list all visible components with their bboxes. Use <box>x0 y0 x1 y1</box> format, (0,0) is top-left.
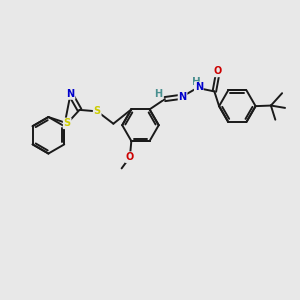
Text: S: S <box>64 118 71 128</box>
Text: S: S <box>94 106 101 116</box>
Text: N: N <box>67 89 75 99</box>
Text: N: N <box>195 82 203 92</box>
Text: N: N <box>178 92 187 102</box>
Text: H: H <box>192 77 201 87</box>
Text: H: H <box>154 89 163 99</box>
Text: O: O <box>214 66 222 76</box>
Text: O: O <box>126 152 134 162</box>
